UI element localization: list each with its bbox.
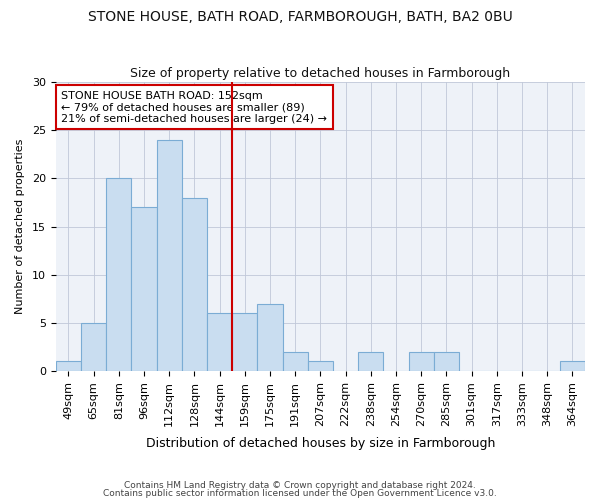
- Y-axis label: Number of detached properties: Number of detached properties: [15, 139, 25, 314]
- Bar: [409, 352, 434, 371]
- Title: Size of property relative to detached houses in Farmborough: Size of property relative to detached ho…: [130, 66, 511, 80]
- Bar: [56, 362, 81, 371]
- Bar: [182, 198, 207, 371]
- Bar: [560, 362, 585, 371]
- Bar: [308, 362, 333, 371]
- Text: STONE HOUSE BATH ROAD: 152sqm
← 79% of detached houses are smaller (89)
21% of s: STONE HOUSE BATH ROAD: 152sqm ← 79% of d…: [61, 90, 327, 124]
- Bar: [283, 352, 308, 371]
- Text: STONE HOUSE, BATH ROAD, FARMBOROUGH, BATH, BA2 0BU: STONE HOUSE, BATH ROAD, FARMBOROUGH, BAT…: [88, 10, 512, 24]
- Bar: [257, 304, 283, 371]
- X-axis label: Distribution of detached houses by size in Farmborough: Distribution of detached houses by size …: [146, 437, 495, 450]
- Text: Contains public sector information licensed under the Open Government Licence v3: Contains public sector information licen…: [103, 488, 497, 498]
- Bar: [157, 140, 182, 371]
- Bar: [131, 208, 157, 371]
- Bar: [232, 313, 257, 371]
- Bar: [434, 352, 459, 371]
- Bar: [358, 352, 383, 371]
- Bar: [106, 178, 131, 371]
- Bar: [207, 313, 232, 371]
- Text: Contains HM Land Registry data © Crown copyright and database right 2024.: Contains HM Land Registry data © Crown c…: [124, 481, 476, 490]
- Bar: [81, 323, 106, 371]
